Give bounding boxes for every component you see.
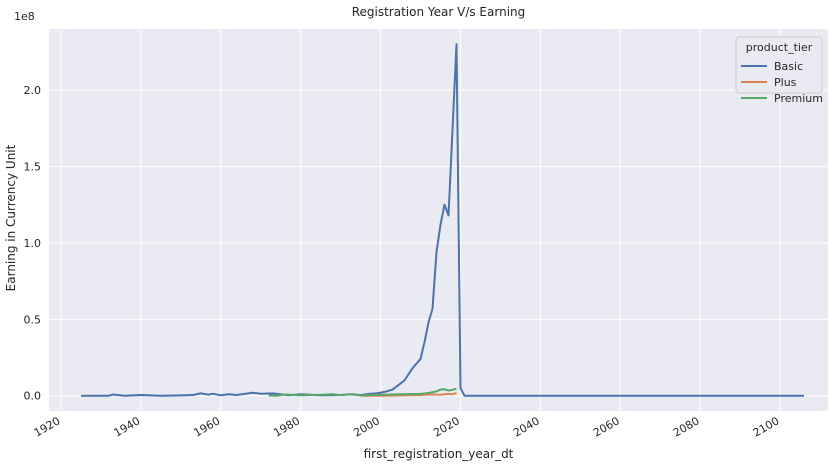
series-lines [81, 43, 804, 397]
x-tick-label: 1920 [32, 414, 63, 439]
legend-entries: Basic Plus Premium [741, 60, 823, 105]
y-tick-label: 1.5 [24, 161, 42, 174]
x-tick-label: 1980 [271, 414, 302, 439]
y-tick-label: 0.5 [24, 313, 42, 326]
legend-title: product_tier [746, 41, 813, 54]
legend-box [735, 36, 823, 94]
series-line-premium [268, 387, 457, 397]
legend-label: Premium [774, 92, 823, 105]
y-axis-label: Earning in Currency Unit [4, 144, 18, 291]
chart-title: Registration Year V/s Earning [352, 5, 526, 19]
y-tick-label: 1.0 [24, 237, 42, 250]
y-tick-label: 0.0 [24, 390, 42, 403]
y-offset-label: 1e8 [14, 10, 35, 23]
x-tick-label: 2040 [511, 414, 542, 439]
x-tick-label: 1940 [112, 414, 143, 439]
legend: product_tier Basic Plus Premium [735, 36, 823, 105]
x-tick-label: 2020 [431, 414, 462, 439]
y-tick-label: 2.0 [24, 84, 42, 97]
series-line-plus [360, 392, 457, 397]
x-tick-label: 2000 [351, 414, 382, 439]
x-tick-label: 2080 [671, 414, 702, 439]
legend-label: Basic [774, 60, 803, 73]
x-axis-label: first_registration_year_dt [364, 447, 514, 461]
x-tick-label: 1960 [192, 414, 223, 439]
legend-label: Plus [774, 76, 797, 89]
plot-background [49, 29, 828, 411]
x-tick-label: 2060 [591, 414, 622, 439]
x-tick-label: 2100 [751, 414, 782, 439]
